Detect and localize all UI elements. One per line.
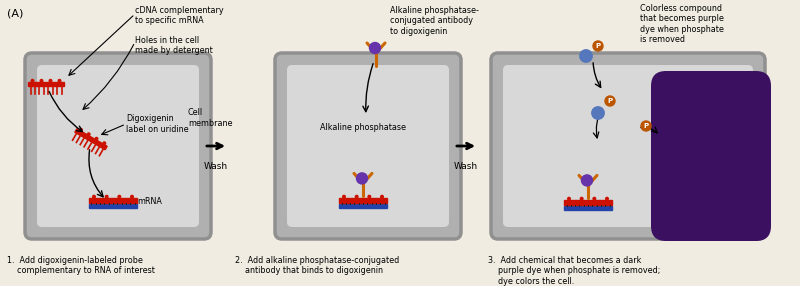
Circle shape [606, 197, 608, 200]
Circle shape [605, 96, 615, 106]
FancyBboxPatch shape [25, 53, 211, 239]
Circle shape [130, 195, 134, 198]
Bar [564, 206, 612, 210]
Bar [339, 198, 387, 203]
Circle shape [357, 173, 367, 184]
FancyBboxPatch shape [287, 65, 449, 227]
Circle shape [355, 195, 358, 198]
Bar [75, 129, 107, 150]
Circle shape [118, 195, 121, 198]
Text: Cell
membrane: Cell membrane [188, 108, 233, 128]
Circle shape [93, 195, 95, 198]
Text: 2.  Add alkaline phosphatase-conjugated
    antibody that binds to digoxigenin: 2. Add alkaline phosphatase-conjugated a… [235, 256, 399, 275]
Circle shape [103, 142, 106, 144]
Circle shape [593, 197, 596, 200]
Circle shape [31, 80, 34, 82]
Circle shape [106, 195, 108, 198]
Circle shape [370, 43, 381, 53]
Circle shape [381, 195, 383, 198]
Circle shape [641, 121, 651, 131]
Circle shape [593, 41, 603, 51]
Circle shape [95, 138, 98, 140]
Circle shape [80, 128, 82, 131]
Text: Alkaline phosphatase: Alkaline phosphatase [320, 124, 406, 132]
Circle shape [50, 80, 52, 82]
Text: P: P [595, 43, 601, 49]
FancyBboxPatch shape [275, 53, 461, 239]
Bar [564, 200, 612, 205]
Bar [89, 198, 137, 203]
Circle shape [580, 197, 583, 200]
Text: mRNA: mRNA [137, 198, 162, 206]
Text: Digoxigenin
label on uridine: Digoxigenin label on uridine [126, 114, 189, 134]
Bar [29, 82, 63, 86]
FancyBboxPatch shape [503, 65, 753, 227]
Text: (A): (A) [7, 8, 23, 18]
Circle shape [40, 80, 43, 82]
FancyBboxPatch shape [651, 71, 771, 241]
Circle shape [580, 50, 592, 62]
Text: Colorless compound
that becomes purple
dye when phosphate
is removed: Colorless compound that becomes purple d… [640, 4, 724, 44]
Circle shape [582, 175, 593, 186]
Circle shape [342, 195, 346, 198]
Text: Wash: Wash [454, 162, 478, 171]
Circle shape [368, 195, 370, 198]
Text: P: P [643, 123, 649, 129]
Circle shape [592, 107, 604, 119]
Text: 3.  Add chemical that becomes a dark
    purple dye when phosphate is removed;
 : 3. Add chemical that becomes a dark purp… [488, 256, 660, 286]
Text: Wash: Wash [204, 162, 228, 171]
Text: 1.  Add digoxigenin-labeled probe
    complementary to RNA of interest: 1. Add digoxigenin-labeled probe complem… [7, 256, 155, 275]
FancyBboxPatch shape [37, 65, 199, 227]
Circle shape [87, 133, 90, 136]
Circle shape [58, 80, 61, 82]
Text: Alkaline phosphatase-
conjugated antibody
to digoxigenin: Alkaline phosphatase- conjugated antibod… [390, 6, 479, 36]
Text: cDNA complementary
to specific mRNA: cDNA complementary to specific mRNA [135, 6, 224, 25]
Bar [339, 204, 387, 208]
Circle shape [568, 197, 570, 200]
Text: Holes in the cell
made by detergent: Holes in the cell made by detergent [135, 36, 213, 55]
FancyBboxPatch shape [491, 53, 765, 239]
Bar [89, 204, 137, 208]
Text: P: P [607, 98, 613, 104]
